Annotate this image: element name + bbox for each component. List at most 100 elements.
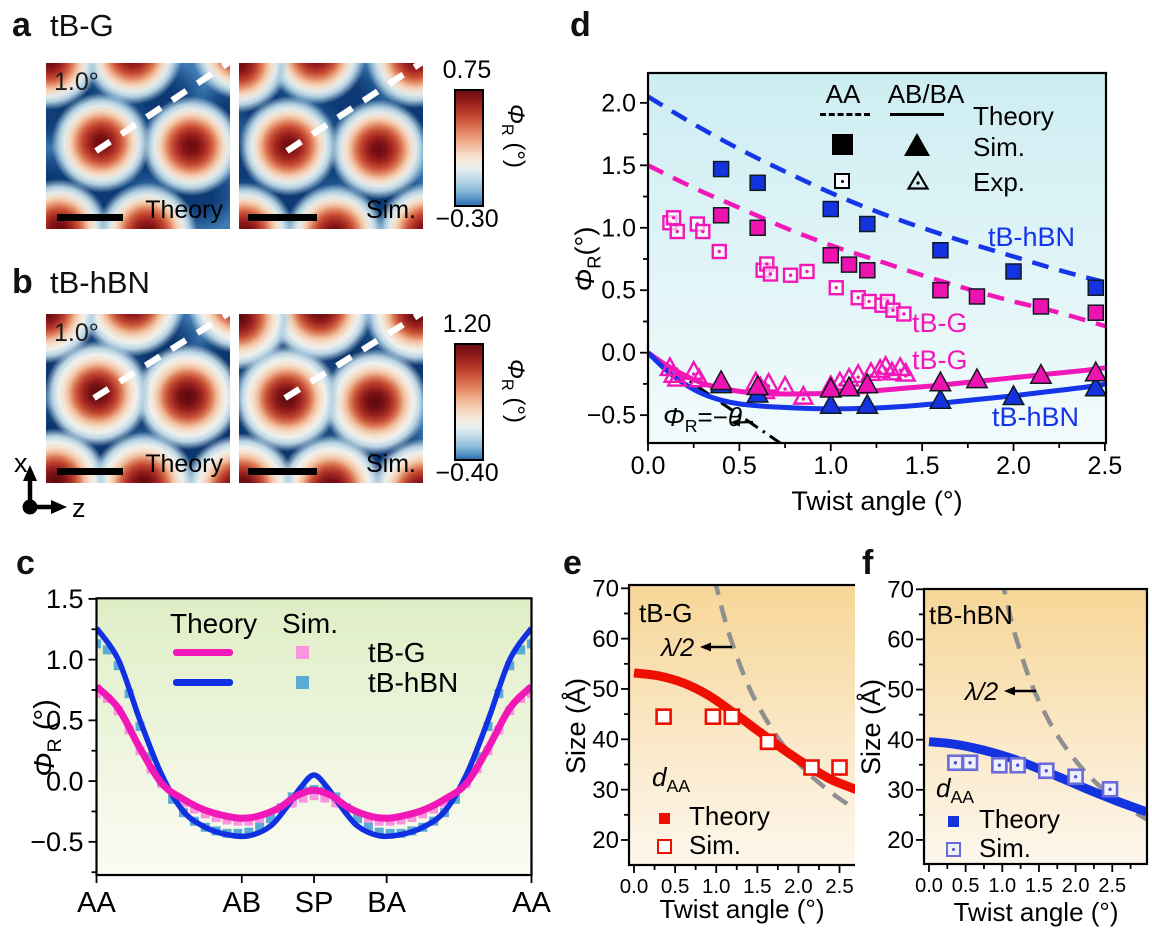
legend-line-tbg [173, 649, 233, 656]
panel-a-label: a [12, 6, 31, 44]
svg-text:AA: AA [512, 887, 551, 919]
panel-f-chart: 0.0 0.5 1.0 1.5 2.0 2.5 20 30 40 50 60 70 [887, 576, 1149, 897]
legend-theory-label: Theory [689, 801, 770, 831]
phi-sub: R [583, 255, 605, 269]
legend-solid-line [890, 113, 944, 116]
panel-f-xlabel: Twist angle (°) [953, 897, 1119, 927]
svg-text:0.0: 0.0 [620, 875, 649, 898]
colorbar-b-label: ΦR (°) [497, 341, 529, 441]
panel-e-ylabel: Size (Å) [561, 677, 591, 775]
svg-text:40: 40 [887, 727, 914, 754]
legend-sim-square [657, 839, 672, 854]
svg-text:1.5: 1.5 [905, 452, 940, 480]
heatmap-a-sim: Sim. [239, 63, 423, 229]
sim-tag: Sim. [366, 196, 416, 224]
svg-text:1.5: 1.5 [1025, 875, 1053, 897]
phi-unit: (°) [570, 226, 600, 256]
d-glyph: d [652, 762, 667, 792]
svg-text:1.0: 1.0 [988, 875, 1016, 897]
colorbar-a [454, 89, 484, 207]
phi-glyph: Φ [29, 752, 61, 777]
svg-text:1.0: 1.0 [702, 875, 731, 898]
twist-angle-tag: 1.0° [54, 68, 99, 96]
panel-a: a tB-G 1.0° Theory Sim. 0.75 −0.30 ΦR (°… [0, 0, 560, 255]
phi-glyph: Φ [663, 402, 685, 432]
d-glyph: d [936, 773, 951, 803]
phi-sub: R [498, 378, 517, 391]
curve-label-tbhbn-abba: tB-hBN [992, 402, 1080, 432]
svg-text:2.5: 2.5 [1088, 452, 1123, 480]
svg-text:AA: AA [77, 887, 116, 919]
curve-label-tbg-aa: tB-G [912, 308, 968, 338]
svg-text:0.5: 0.5 [952, 875, 980, 897]
axes-indicator [22, 465, 67, 515]
heatmap-a-theory: 1.0° Theory [46, 63, 230, 229]
phi-sub: R [43, 738, 66, 753]
legend-sim-label: Sim. [973, 132, 1025, 162]
panel-e-xlabel: Twist angle (°) [659, 894, 825, 924]
lambda-half-label: λ/2 [661, 636, 694, 661]
svg-text:SP: SP [295, 887, 334, 919]
svg-text:0.5: 0.5 [722, 452, 757, 480]
panel-e: e 0.0 0.5 1.0 1.5 2.0 2.5 20 30 40 50 60 70 Size (Å… [560, 530, 861, 945]
panel-f: f 0.0 0.5 1.0 1.5 2.0 2.5 20 30 40 50 60 70 Size (Å… [855, 530, 1152, 945]
panel-b-label: b [12, 263, 33, 301]
svg-text:2.5: 2.5 [825, 875, 854, 898]
d-sub: AA [950, 787, 975, 808]
lambda-arrow-icon [700, 642, 732, 652]
phi-sub: R [684, 416, 698, 437]
phi-unit: (°) [501, 142, 529, 168]
legend-item-tbhbn: tB-hBN [368, 667, 459, 698]
annotation-arrow-icon [730, 418, 754, 427]
legend-filled-triangle [904, 133, 930, 156]
svg-text:1.5: 1.5 [601, 152, 636, 180]
equals-minus: =− [697, 402, 728, 432]
heatmap-b-sim: Sim. [239, 314, 423, 483]
phi-glyph: Φ [570, 268, 600, 292]
colorbar-a-label: ΦR (°) [497, 86, 529, 186]
panel-c-label: c [16, 544, 35, 582]
legend-abba-header: AB/BA [887, 79, 965, 109]
legend-line-tbhbn [173, 679, 233, 686]
legend-theory-label: Theory [979, 804, 1060, 834]
lambda-half-label: λ/2 [965, 680, 998, 705]
legend-sim-label: Sim. [979, 833, 1031, 863]
svg-text:1.5: 1.5 [46, 584, 84, 614]
legend-exp-label: Exp. [973, 167, 1026, 197]
scale-bar [57, 468, 123, 475]
svg-text:0.5: 0.5 [601, 277, 636, 305]
svg-text:30: 30 [887, 777, 914, 804]
phi-sub: R [498, 123, 517, 136]
curve-label-tbhbn-aa: tB-hBN [988, 222, 1076, 252]
colorbar-b-min: −0.40 [435, 459, 499, 487]
svg-text:60: 60 [887, 627, 914, 654]
svg-text:0.0: 0.0 [601, 339, 636, 367]
scale-bar [248, 214, 317, 221]
legend-open-square [834, 173, 850, 189]
panel-c-ylabel: ΦR (°) [29, 668, 66, 808]
legend-sim-header: Sim. [282, 608, 338, 639]
legend-theory-square [948, 816, 959, 827]
legend-theory-header: Theory [170, 608, 258, 639]
svg-text:30: 30 [592, 777, 619, 804]
svg-text:AB: AB [222, 887, 261, 919]
svg-text:60: 60 [592, 626, 619, 653]
heatmap-b-theory: 1.0° Theory [46, 314, 230, 483]
lambda-arrow-icon [1004, 686, 1036, 696]
colorbar-b [454, 343, 484, 461]
panel-d-label: d [570, 6, 591, 44]
panel-c-chart: AA AB SP BA AA −0.5 0.0 0.5 1.0 1.5 [30, 584, 551, 919]
phi-glyph: Φ [501, 103, 529, 124]
axis-z-label: z [72, 493, 86, 523]
curve-label-tbg-abba: tB-G [912, 345, 968, 375]
svg-text:1.5: 1.5 [743, 875, 772, 898]
svg-text:1.0: 1.0 [813, 452, 848, 480]
lambda-glyph: λ/2 [965, 678, 999, 706]
lambda-glyph: λ/2 [661, 634, 695, 662]
svg-text:70: 70 [887, 576, 914, 603]
phi-glyph: Φ [501, 358, 529, 379]
colorbar-a-min: −0.30 [435, 205, 499, 233]
panel-b-title: tB-hBN [50, 265, 150, 300]
phi-unit: (°) [29, 699, 61, 731]
svg-text:20: 20 [592, 827, 619, 854]
